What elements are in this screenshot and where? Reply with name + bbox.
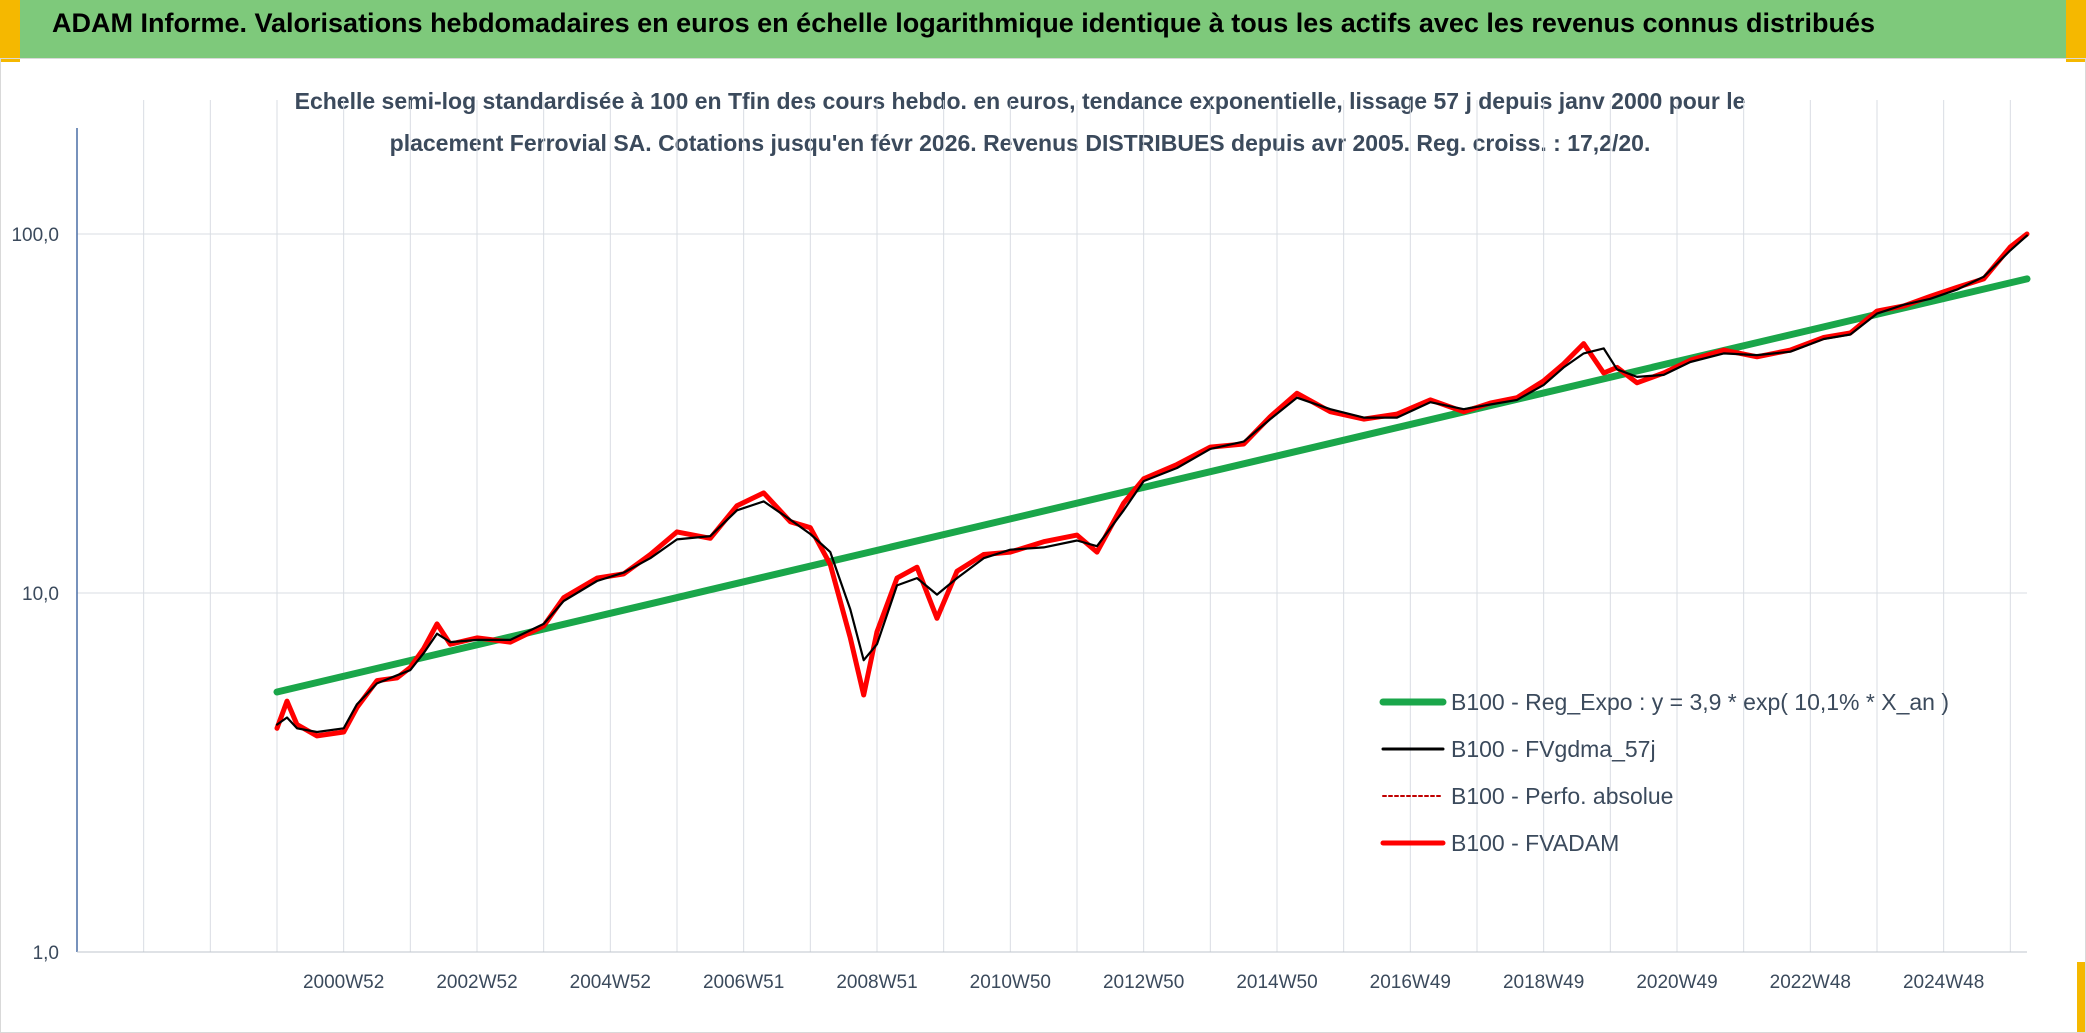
x-tick-label: 2022W48 — [1770, 972, 1851, 993]
chart-legend: B100 - Reg_Expo : y = 3,9 * exp( 10,1% *… — [1379, 689, 1949, 856]
legend-label-fvadam: B100 - FVADAM — [1451, 830, 1619, 856]
legend-label-smooth: B100 - FVgdma_57j — [1451, 736, 1656, 762]
series-line-trend — [273, 275, 2031, 696]
y-tick-label: 1,0 — [33, 943, 59, 964]
x-tick-label: 2008W51 — [836, 972, 917, 993]
x-tick-label: 2012W50 — [1103, 972, 1184, 993]
banner-corner-right — [2066, 52, 2086, 62]
series-line-smooth — [275, 234, 2029, 734]
series-line-fvadam — [274, 231, 2030, 739]
x-tick-label: 2002W52 — [436, 972, 517, 993]
y-tick-label: 100,0 — [11, 225, 59, 246]
x-tick-label: 2010W50 — [970, 972, 1051, 993]
legend-label-trend: B100 - Reg_Expo : y = 3,9 * exp( 10,1% *… — [1451, 689, 1949, 715]
x-tick-label: 2014W50 — [1236, 972, 1317, 993]
x-tick-label: 2020W49 — [1636, 972, 1717, 993]
x-tick-label: 2016W49 — [1370, 972, 1451, 993]
x-tick-label: 2018W49 — [1503, 972, 1584, 993]
y-tick-label: 10,0 — [22, 584, 59, 605]
banner-corner-left — [0, 52, 20, 62]
chart-subtitle-line-1: Echelle semi-log standardisée à 100 en T… — [294, 88, 1746, 114]
x-tick-label: 2006W51 — [703, 972, 784, 993]
legend-label-perf: B100 - Perfo. absolue — [1451, 783, 1673, 809]
x-tick-label: 2024W48 — [1903, 972, 1984, 993]
header-banner-fill — [20, 0, 2066, 52]
frame-corner-accent — [2077, 962, 2085, 1032]
chart-grid — [77, 100, 2027, 953]
page-title: ADAM Informe. Valorisations hebdomadaire… — [52, 8, 1876, 38]
header-banner: ADAM Informe. Valorisations hebdomadaire… — [0, 0, 2086, 58]
x-tick-label: 2000W52 — [303, 972, 384, 993]
chart-subtitle-line-2: placement Ferrovial SA. Cotations jusqu'… — [389, 130, 1651, 156]
x-tick-label: 2004W52 — [570, 972, 651, 993]
